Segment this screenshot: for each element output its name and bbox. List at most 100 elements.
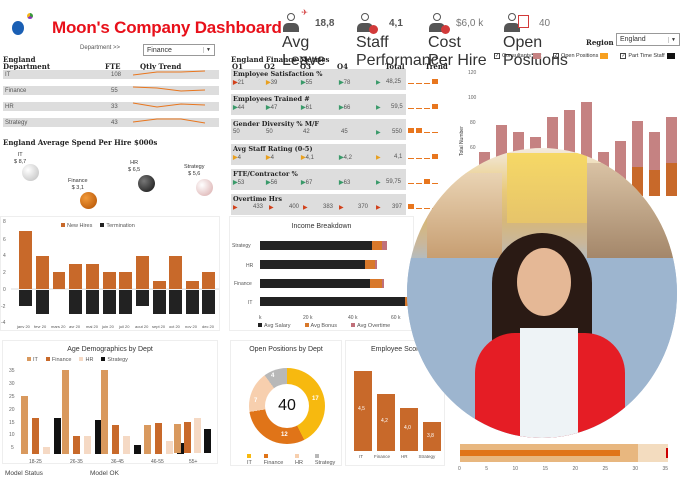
col-q1: Q1 <box>232 62 243 71</box>
building-right <box>587 163 677 258</box>
spend-ball-strategy <box>196 179 213 196</box>
svg-text:Finance: Finance <box>234 281 252 287</box>
staff-legend: ✓ Consultants ✓ Open Positions ✓ Part Time … <box>494 53 677 59</box>
trend-satisfaction <box>408 79 438 84</box>
metric-overtime-hrs: Overtime Hrs ▶ 433 ▶ 400 ▶ 383 ▶ 370 ▶ 397 <box>231 194 406 215</box>
svg-text:10: 10 <box>9 432 15 438</box>
svg-text:30: 30 <box>9 381 15 387</box>
metric-employees-trained: Employees Trained # ▶44 ▶47 ▶61 ▶66 ▶ 59,5 <box>231 94 406 115</box>
svg-text:Strategy: Strategy <box>232 243 251 249</box>
fte-col-header: FTE <box>105 62 121 71</box>
chevron-down-icon: ▼ <box>203 47 211 53</box>
svg-text:36-45: 36-45 <box>111 459 124 465</box>
region-dropdown[interactable]: England ▼ <box>616 33 680 46</box>
kpi-avg-leave: ✈ 18,8 Avg Leave Balance <box>282 8 342 87</box>
flag-icon: ▶ <box>339 80 344 86</box>
svg-text:60 k: 60 k <box>391 315 401 321</box>
donut: 40 17 12 7 4 <box>249 368 325 444</box>
svg-text:46-55: 46-55 <box>151 459 164 465</box>
dept-fte: 55 <box>111 87 118 94</box>
trend-gender <box>408 128 438 133</box>
dept-region-title: England <box>3 55 36 64</box>
white-shirt <box>520 328 578 438</box>
checkbox-part-time-staff[interactable]: ✓ Part Time Staff <box>620 53 676 59</box>
svg-text:15: 15 <box>9 420 15 426</box>
svg-text:juin 20: juin 20 <box>101 324 115 329</box>
donut-center-total: 40 <box>265 384 309 428</box>
score-label: 4,2 <box>381 418 388 424</box>
spend-ball-it <box>22 164 39 181</box>
chart-title: Employee Scores <box>371 346 426 353</box>
opera-building <box>507 153 587 223</box>
metric-name: Overtime Hrs <box>233 195 282 203</box>
hires-bars: 8 6 4 2 0 -2 -4 janv 20 fevr 20 mars 20 avr 20 mai… <box>1 219 219 329</box>
svg-text:60: 60 <box>470 145 476 151</box>
open-positions-chart: Open Positions by Dept 40 17 12 7 4 IT Fi… <box>230 340 342 466</box>
svg-text:Total Number: Total Number <box>459 126 465 156</box>
svg-text:IT: IT <box>248 300 252 306</box>
trend-col-header: Qtly Trend <box>140 62 182 71</box>
svg-text:aout 20: aout 20 <box>135 324 149 329</box>
metric-name: Avg Staff Rating (0-5) <box>233 145 313 153</box>
score-label: 4,5 <box>358 406 365 412</box>
svg-text:100: 100 <box>468 95 477 101</box>
region-label: Region <box>586 38 614 47</box>
svg-text:-4: -4 <box>1 320 6 326</box>
svg-text:5: 5 <box>11 445 14 451</box>
svg-text:4: 4 <box>3 253 6 259</box>
svg-text:mai 20: mai 20 <box>86 324 99 329</box>
kpi-open-positions: 40 Open Positions <box>503 12 568 69</box>
svg-text:HR: HR <box>246 263 254 269</box>
donut-label: 17 <box>312 396 319 402</box>
spend-label-strategy: Strategy $ 5,6 <box>184 164 205 177</box>
metric-name: FTE/Contractor % <box>233 170 298 178</box>
profile-photo <box>407 148 677 438</box>
page-title: Moon's Company Dashboard <box>52 18 282 37</box>
chart-title: Income Breakdown <box>291 223 352 230</box>
col-total: Total <box>385 62 405 71</box>
score-axis: IT Finance HR Strategy <box>359 454 436 459</box>
svg-text:k: k <box>259 315 262 321</box>
donut-label: 4 <box>271 373 275 379</box>
age-bars: 35 30 25 20 15 10 5 18-25 26-35 36-45 46-55 55+ <box>9 368 198 465</box>
check-icon: ✓ <box>620 53 627 59</box>
income-bars: Strategy HR Finance IT k 20 k 40 k 60 k <box>232 241 411 321</box>
metric-name: Employee Satisfaction % <box>233 70 323 78</box>
metric-fte-contractor: FTE/Contractor % ▶53 ▶56 ▶67 ▶63 ▶ 59,75 <box>231 169 406 190</box>
spend-bullet-chart: 0 5 10 15 20 25 30 35 <box>458 440 668 478</box>
trend-trained <box>408 104 438 109</box>
trend-rating <box>408 154 438 159</box>
svg-text:40 k: 40 k <box>348 315 358 321</box>
model-status-value: Model OK <box>90 470 119 477</box>
svg-text:20 k: 20 k <box>303 315 313 321</box>
kpi-label: Open Positions <box>503 34 568 69</box>
income-legend: Avg Salary Avg Bonus Avg Overtime <box>258 323 390 329</box>
svg-text:0: 0 <box>3 287 6 293</box>
dept-row-strategy: Strategy 43 <box>3 118 219 127</box>
metric-name: Employees Trained # <box>233 95 310 103</box>
department-dropdown[interactable]: Finance ▼ <box>143 44 215 56</box>
dept-name: HR <box>5 103 14 110</box>
spend-label-hr: HR $ 6,5 <box>128 160 141 173</box>
chart-title: Age Demographics by Dept <box>67 346 153 353</box>
svg-text:dec 20: dec 20 <box>202 324 215 329</box>
employee-plane-icon: ✈ <box>282 8 308 34</box>
flag-icon: ▶ <box>376 80 381 86</box>
svg-text:26-35: 26-35 <box>70 459 83 465</box>
age-legend: IT Finance HR Strategy <box>27 357 128 363</box>
logo-person-icon <box>12 21 24 35</box>
metric-employee-satisfaction: Employee Satisfaction % ▶21 ▶39 ▶55 ▶78 ▶ 48,… <box>231 69 406 90</box>
col-q2: Q2 <box>264 62 275 71</box>
svg-text:80: 80 <box>470 120 476 126</box>
checkbox-open-positions[interactable]: ✓ Open Positions <box>553 53 610 59</box>
kpi-value: 4,1 <box>389 17 403 29</box>
col-q4: Q4 <box>337 62 348 71</box>
donut-legend: IT Finance HR Strategy <box>247 454 341 466</box>
metric-avg-staff-rating: Avg Staff Rating (0-5) ▶4 ▶4 ▶4,1 ▶4,2 ▶ 4,1 <box>231 144 406 165</box>
kpi-value: $6,0 k <box>456 17 484 29</box>
checkbox-consultants[interactable]: ✓ Consultants <box>494 53 543 59</box>
flag-icon: ▶ <box>301 80 306 86</box>
metric-gender-diversity: Gender Diversity % M/F 50 50 42 45 ▶ 550 <box>231 119 406 140</box>
model-status-label: Model Status <box>5 470 43 477</box>
department-label: Department >> <box>80 45 121 51</box>
